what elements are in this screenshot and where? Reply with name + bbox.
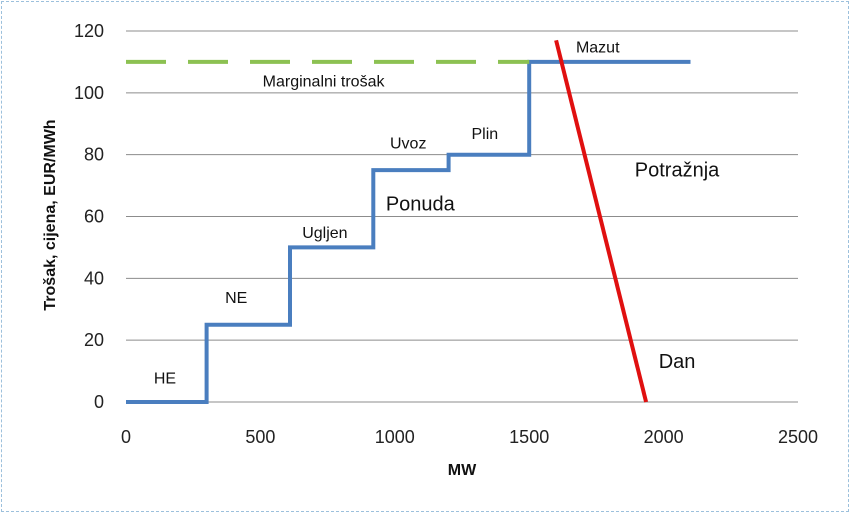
annotation-label: Marginalni trošak	[263, 74, 386, 91]
y-tick-label: 80	[84, 145, 104, 165]
annotation-label: HE	[154, 370, 176, 387]
y-tick-label: 0	[94, 392, 104, 412]
y-tick-label: 100	[74, 83, 104, 103]
y-tick-label: 40	[84, 268, 104, 288]
x-tick-label: 1500	[509, 427, 549, 447]
series-layer	[126, 39, 691, 404]
y-tick-label: 60	[84, 207, 104, 227]
annotation-label: Potražnja	[635, 159, 720, 181]
annotation-label: Ponuda	[386, 193, 456, 215]
x-axis-title: MW	[448, 462, 477, 479]
y-axis-title: Trošak, cijena, EUR/MWh	[42, 119, 59, 310]
annotation-label: Ugljen	[302, 225, 347, 242]
annotation-label: Plin	[472, 126, 499, 143]
x-tick-label: 0	[121, 427, 131, 447]
y-tick-label: 120	[74, 21, 104, 41]
x-tick-label: 500	[245, 427, 275, 447]
y-tick-label: 20	[84, 330, 104, 350]
series-line-demand	[554, 39, 649, 403]
grid-layer	[126, 30, 798, 403]
annotation-label: Uvoz	[390, 135, 426, 152]
series-line-supply	[126, 59, 691, 404]
annotation-label: Dan	[659, 351, 696, 373]
tick-layer: 0 20 40 60 80 100 120 0 500 1000 1500 2000 2500	[74, 21, 818, 447]
x-tick-label: 1000	[375, 427, 415, 447]
x-tick-label: 2000	[644, 427, 684, 447]
annotation-label: Mazut	[576, 40, 620, 57]
x-tick-label: 2500	[778, 427, 818, 447]
annotation-layer: HE NE Ugljen Uvoz Plin Mazut Marginalni trošak…	[154, 40, 720, 388]
annotation-label: NE	[225, 290, 247, 307]
